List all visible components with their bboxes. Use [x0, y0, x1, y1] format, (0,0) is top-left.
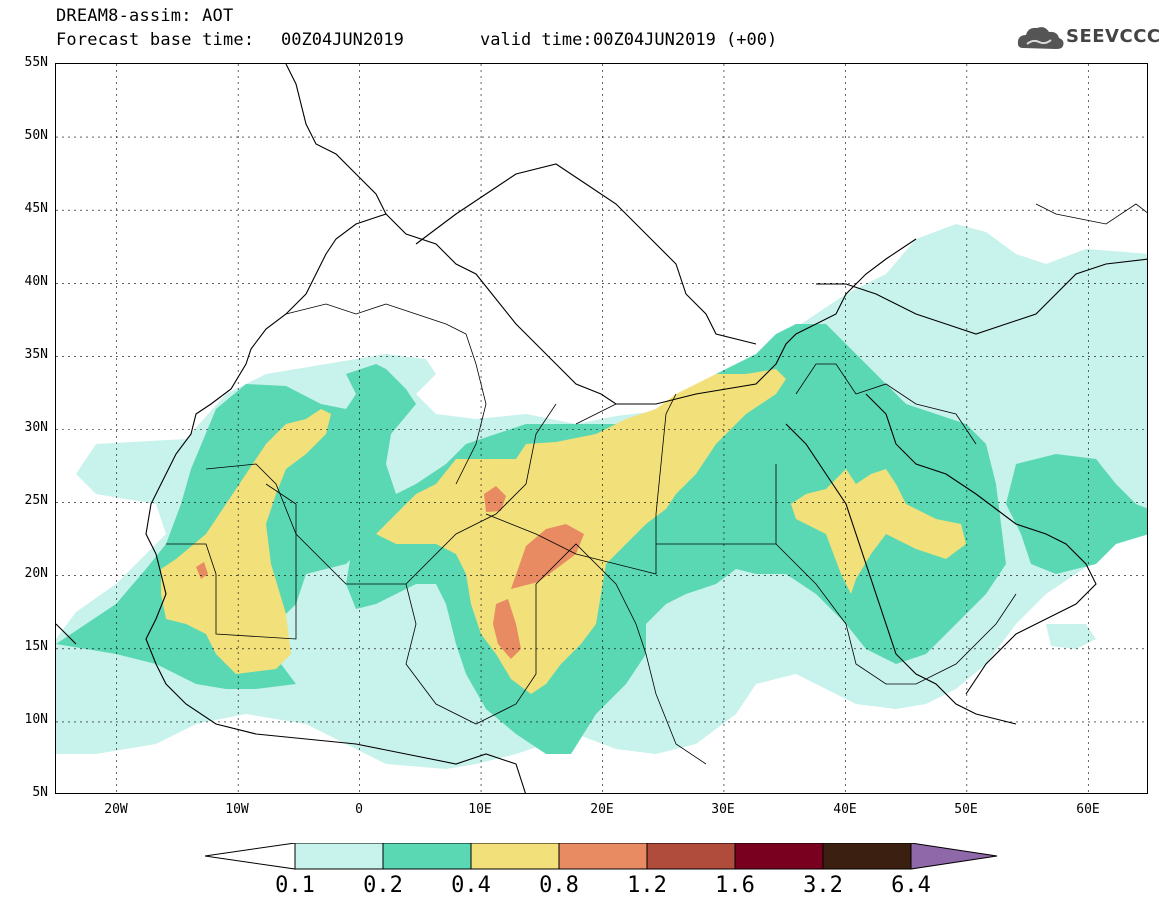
aot-field-arabia [1006, 454, 1147, 574]
aot-field-2 [511, 524, 584, 589]
logo-text: SEEVCCC [1066, 26, 1161, 47]
colorbar-bin-7 [822, 843, 912, 870]
colorbar-bin-1 [294, 843, 384, 870]
base-time-label: Forecast base time: [56, 30, 255, 50]
colorbar-bin-4 [558, 843, 648, 870]
aot-field-west [161, 409, 331, 674]
colorbar-label-1.2: 1.2 [627, 873, 667, 898]
aot-field-southeast [1046, 624, 1096, 649]
aot-field-4 [196, 562, 208, 579]
colorbar-label-6.4: 6.4 [891, 873, 931, 898]
aot-field-sahara [376, 369, 786, 694]
valid-time-label: valid time: [480, 30, 593, 50]
aot-field-arabia [791, 469, 966, 594]
colorbar-bin-3 [470, 843, 560, 870]
lat-label-45n: 45N [24, 201, 48, 216]
colorbar-bin-5 [646, 843, 736, 870]
lat-lon-grid [56, 64, 1147, 793]
lat-label-20n: 20N [24, 566, 48, 581]
colorbar-label-0.2: 0.2 [363, 873, 403, 898]
cloud-logo-icon [1017, 27, 1064, 49]
lat-label-55n: 55N [24, 55, 48, 70]
lon-label-30e: 30E [711, 802, 735, 817]
colorbar-label-0.4: 0.4 [451, 873, 491, 898]
lat-label-30n: 30N [24, 420, 48, 435]
contour-0.4 [161, 369, 966, 694]
contour-0.8 [196, 486, 584, 659]
map-title: DREAM8-assim: AOT [56, 6, 234, 26]
colorbar-bin-6 [734, 843, 824, 870]
lat-label-25n: 25N [24, 493, 48, 508]
lat-label-50n: 50N [24, 128, 48, 143]
aot-map [55, 63, 1148, 794]
colorbar-label-0.8: 0.8 [539, 873, 579, 898]
colorbar-label-3.2: 3.2 [803, 873, 843, 898]
colorbar-under-arrow [205, 843, 296, 870]
lat-label-15n: 15N [24, 639, 48, 654]
lon-label-20w: 20W [104, 802, 128, 817]
lon-label-10e: 10E [468, 802, 492, 817]
colorbar-bin-2 [382, 843, 472, 870]
aot-map-canvas [56, 64, 1147, 793]
colorbar-label-1.6: 1.6 [715, 873, 755, 898]
coastlines [56, 64, 1147, 793]
aot-field-3 [493, 599, 521, 659]
lat-label-40n: 40N [24, 274, 48, 289]
valid-time-value: 00Z04JUN2019 (+00) [593, 30, 778, 50]
lat-label-10n: 10N [24, 712, 48, 727]
lon-label-0: 0 [355, 802, 363, 817]
lon-label-40e: 40E [833, 802, 857, 817]
lon-label-60e: 60E [1076, 802, 1100, 817]
base-time-value: 00Z04JUN2019 [281, 30, 404, 50]
country-borders [166, 203, 1147, 765]
colorbar-over-arrow [910, 843, 998, 870]
lat-label-5n: 5N [32, 785, 48, 800]
colorbar-label-0.1: 0.1 [275, 873, 315, 898]
lat-label-35n: 35N [24, 347, 48, 362]
colorbar [205, 843, 998, 870]
aot-field-1 [484, 486, 506, 512]
lon-label-50e: 50E [954, 802, 978, 817]
lon-label-10w: 10W [225, 802, 249, 817]
lon-label-20e: 20E [590, 802, 614, 817]
